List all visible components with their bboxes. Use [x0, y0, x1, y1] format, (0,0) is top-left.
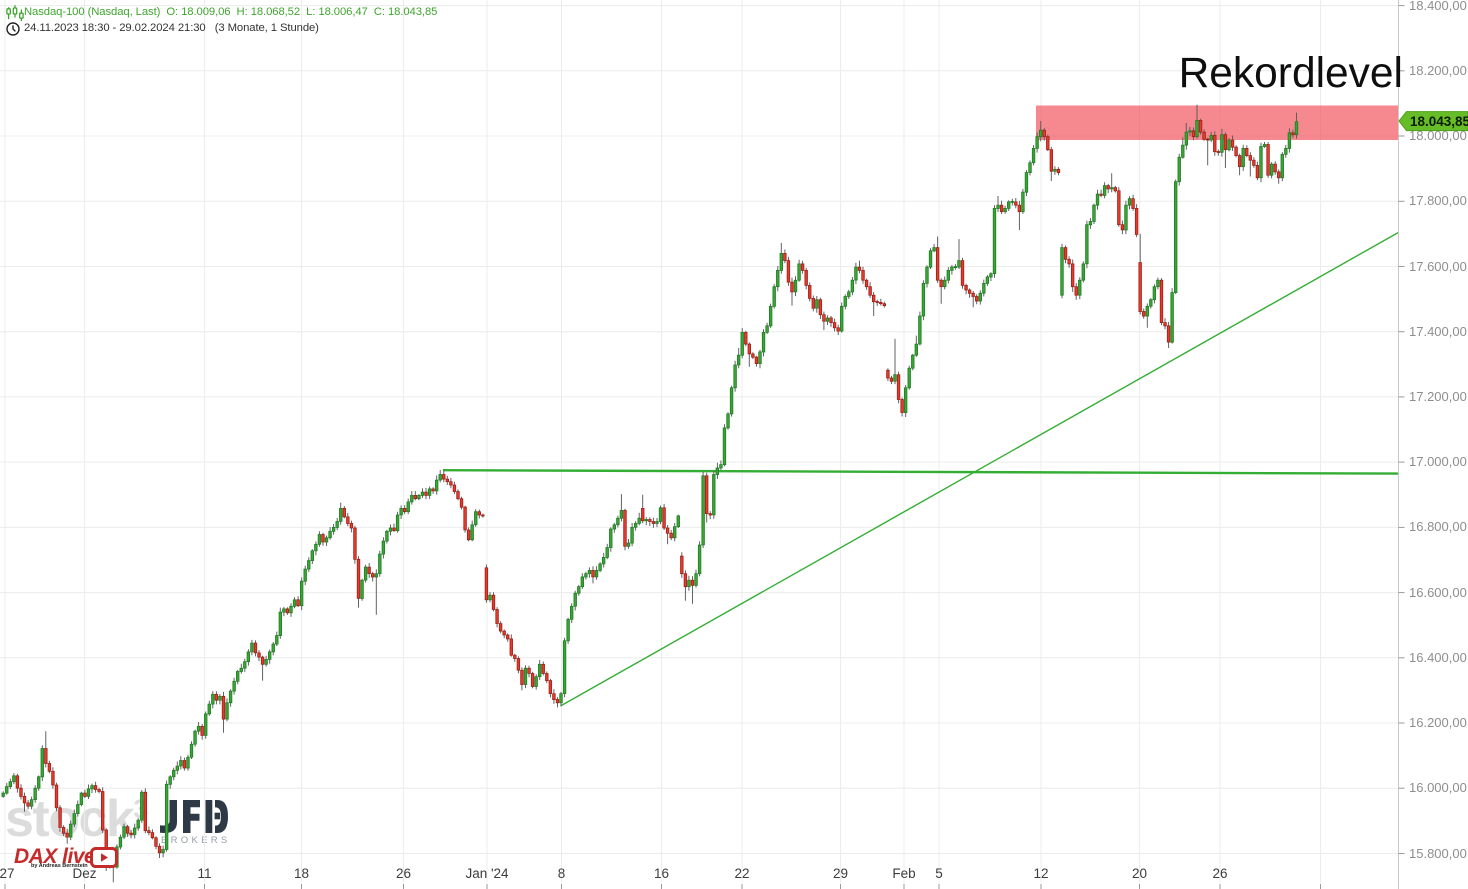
svg-text:18.043,85: 18.043,85 — [1410, 114, 1468, 129]
